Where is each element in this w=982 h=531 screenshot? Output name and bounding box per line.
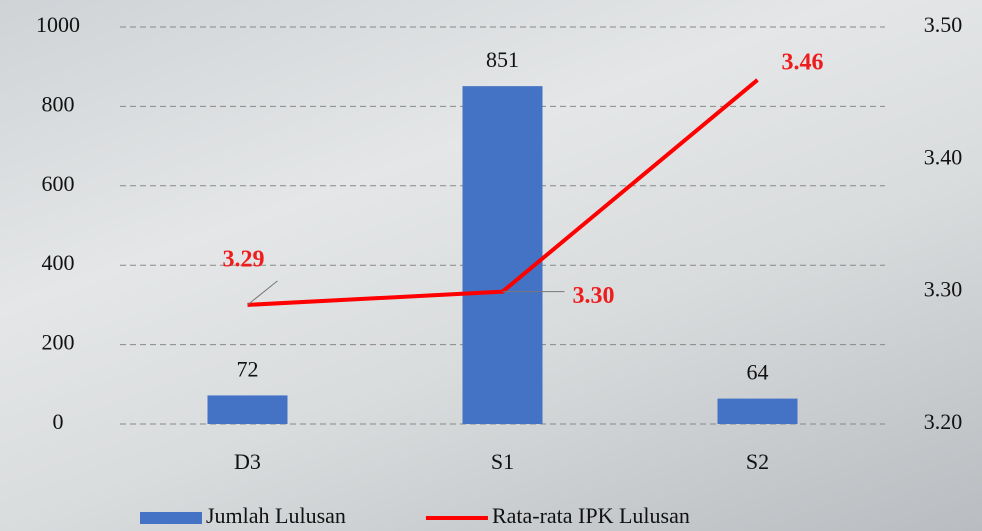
y2-tick-label: 3.30 <box>924 277 963 302</box>
bar-value-label: 851 <box>486 47 519 72</box>
bar <box>208 395 288 424</box>
legend-swatch <box>140 512 202 524</box>
y-tick-label: 1000 <box>36 12 80 37</box>
bar-value-label: 64 <box>747 360 769 385</box>
legend-label: Rata-rata IPK Lulusan <box>492 503 690 528</box>
x-tick-label: D3 <box>234 449 261 474</box>
bar-value-label: 72 <box>237 356 259 381</box>
y-tick-label: 400 <box>42 250 75 275</box>
leader-line <box>248 281 278 305</box>
y-tick-label: 200 <box>42 330 75 355</box>
line-value-label: 3.29 <box>223 246 265 272</box>
y2-tick-label: 3.20 <box>924 409 963 434</box>
legend-label: Jumlah Lulusan <box>206 503 346 528</box>
page: 0 200 400 600 800 1000 3.20 3.30 3.40 3.50 D3 S1 S2 7… <box>0 0 982 531</box>
bar <box>463 86 543 424</box>
x-tick-label: S2 <box>746 449 769 474</box>
chart: 0 200 400 600 800 1000 3.20 3.30 3.40 3.50 D3 S1 S2 7… <box>0 0 982 531</box>
y-tick-label: 0 <box>53 409 64 434</box>
y2-tick-label: 3.40 <box>924 144 963 169</box>
y2-tick-label: 3.50 <box>924 12 963 37</box>
bar <box>718 399 798 424</box>
y-tick-label: 800 <box>42 91 75 116</box>
line-value-label: 3.46 <box>782 49 824 75</box>
x-tick-label: S1 <box>491 449 514 474</box>
y-tick-label: 600 <box>42 171 75 196</box>
line-value-label: 3.30 <box>573 283 615 309</box>
